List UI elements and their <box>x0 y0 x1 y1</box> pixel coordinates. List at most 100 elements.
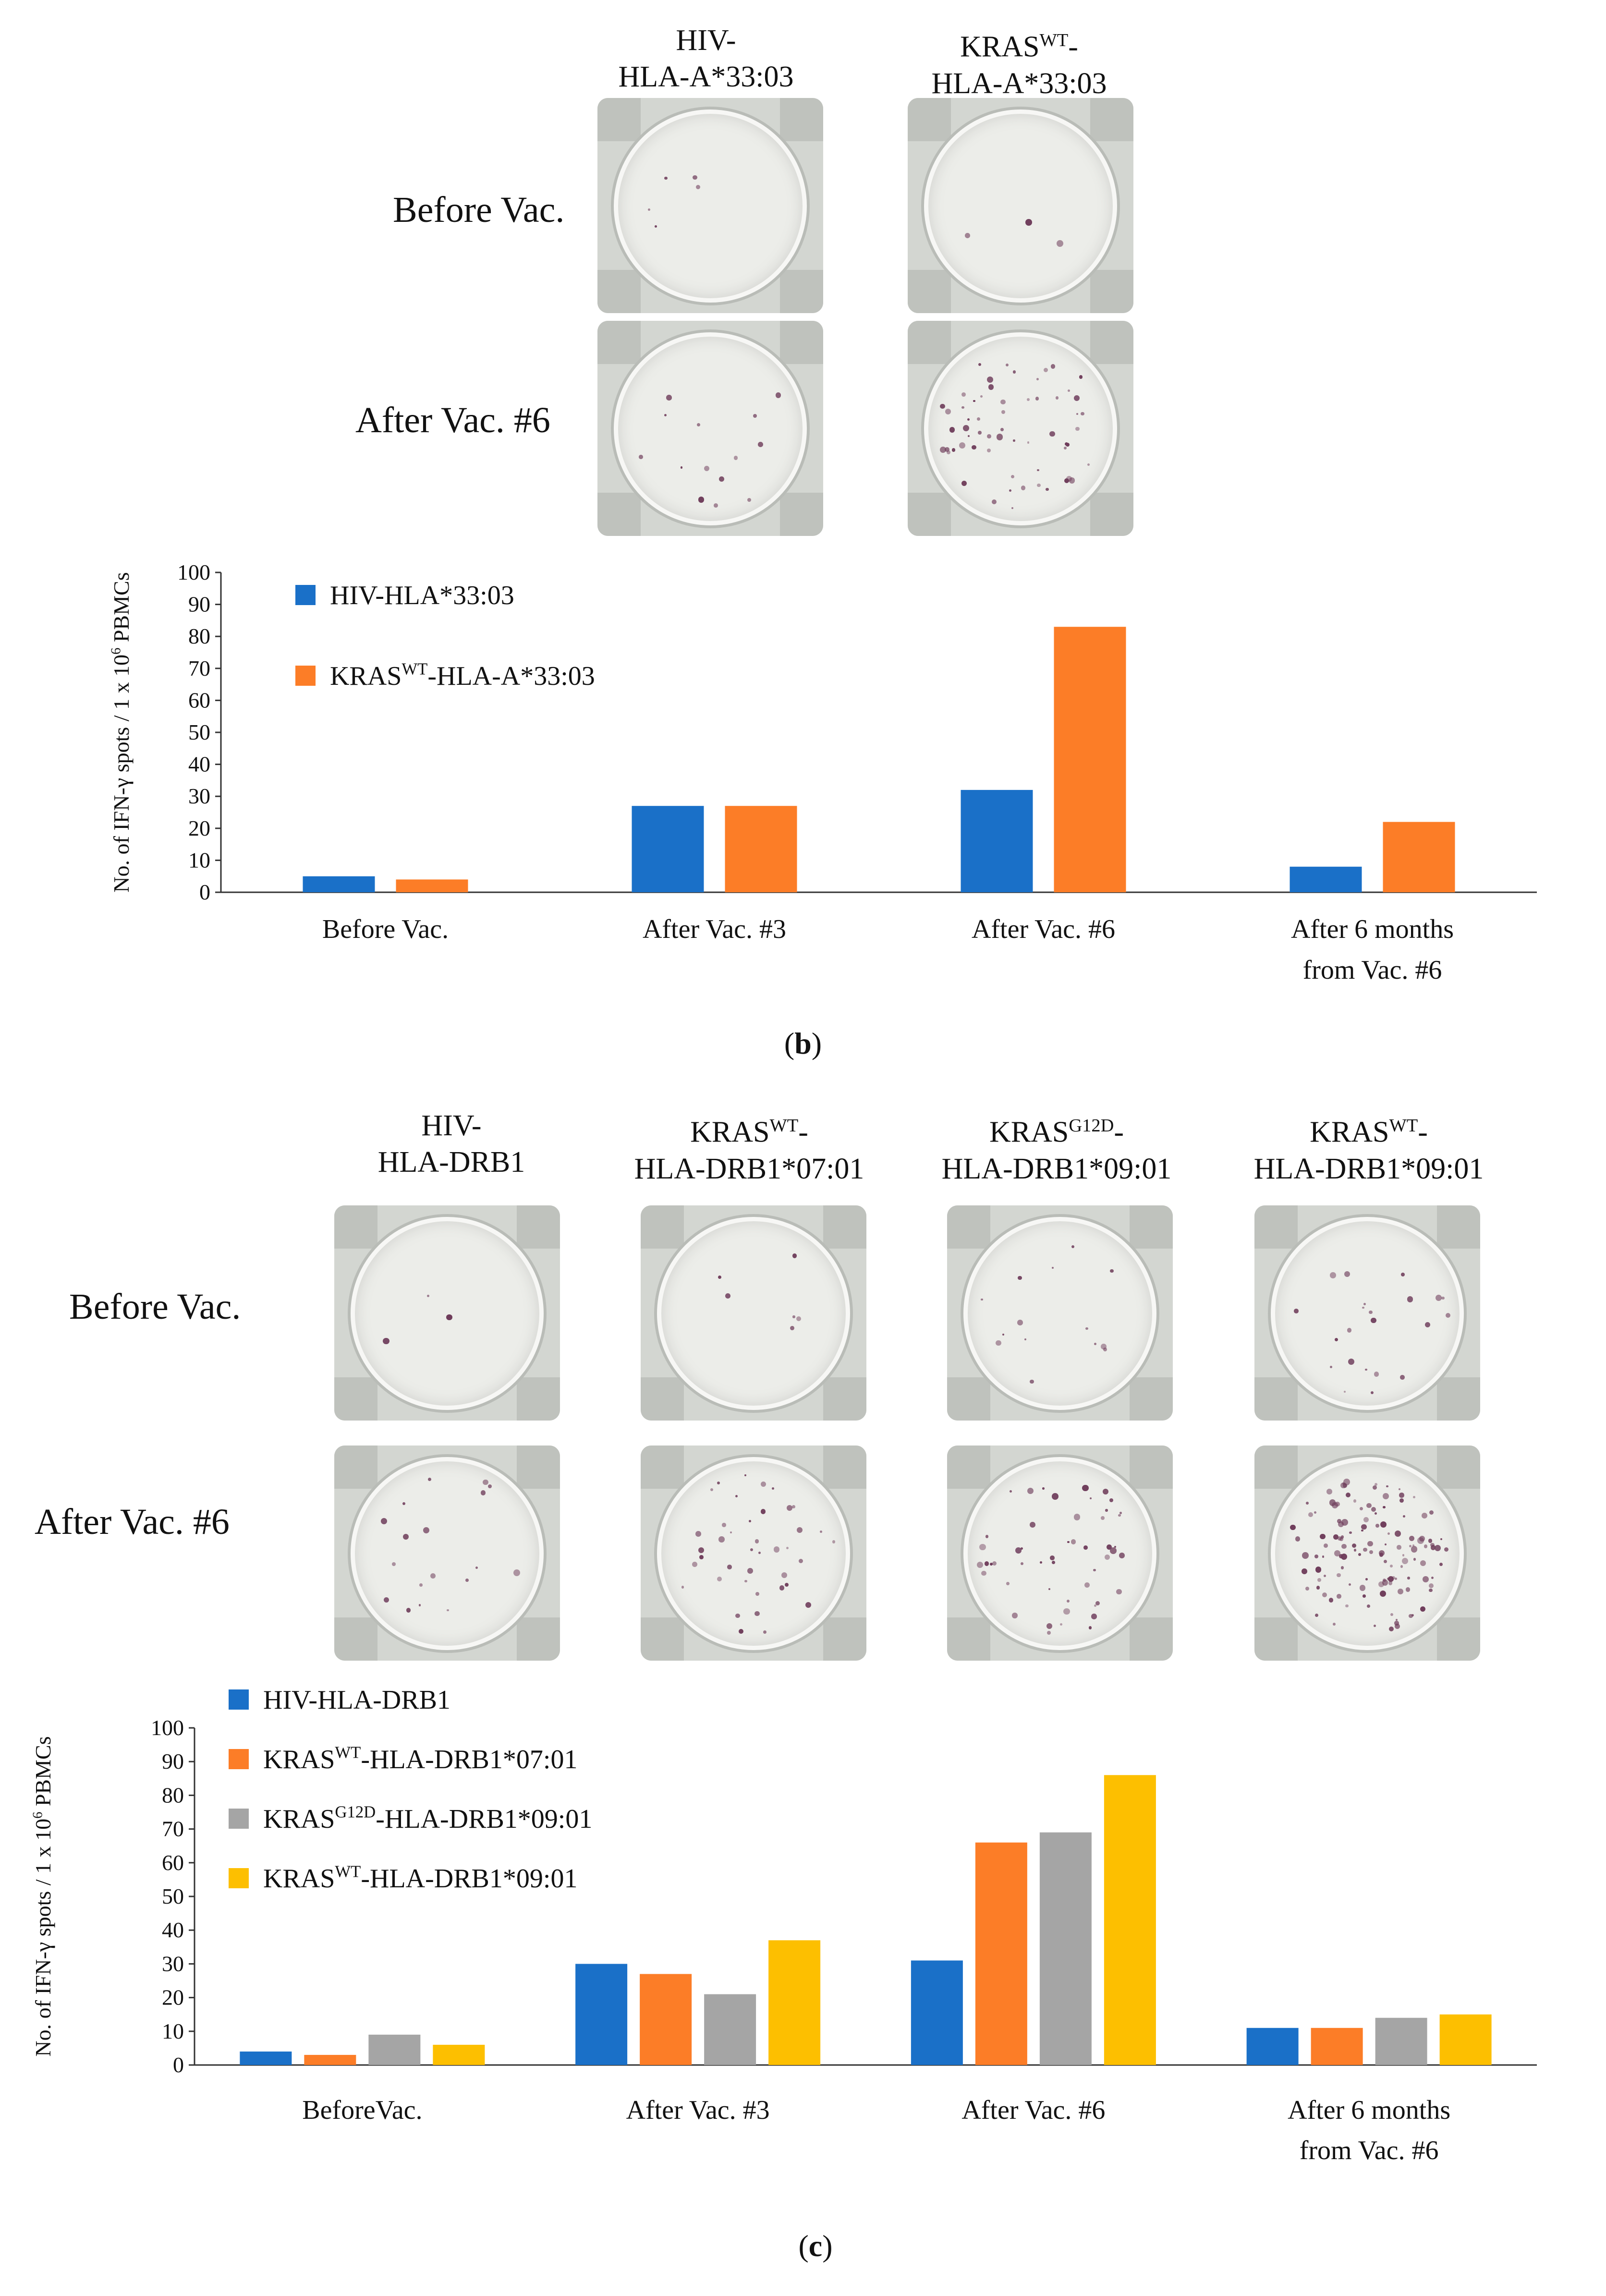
elispot-well-image <box>597 98 823 313</box>
elispot-spot <box>1027 441 1030 444</box>
elispot-spot <box>1395 1578 1398 1580</box>
elispot-spot <box>1333 1623 1336 1626</box>
elispot-spot <box>1024 1338 1026 1341</box>
elispot-spot <box>1387 1576 1394 1582</box>
bar <box>975 1842 1027 2065</box>
elispot-spot <box>753 413 757 418</box>
elispot-spot <box>1409 1544 1411 1547</box>
y-tick-label: 0 <box>199 880 210 904</box>
column-header: HIV- HLA-A*33:03 <box>596 22 816 95</box>
legend-swatch <box>229 1868 249 1888</box>
column-header: KRASWT- HLA-DRB1*07:01 <box>600 1107 898 1187</box>
elispot-spot <box>1358 1553 1361 1556</box>
elispot-spot <box>406 1608 411 1613</box>
well-corner <box>1090 321 1133 364</box>
x-category-label: Before Vac. <box>322 914 449 944</box>
elispot-spot <box>1101 1516 1105 1520</box>
elispot-spot <box>1434 1544 1441 1552</box>
elispot-spot <box>419 1583 423 1587</box>
elispot-spot <box>725 1293 731 1299</box>
well-corner <box>1437 1446 1480 1489</box>
y-tick-label: 60 <box>188 688 210 712</box>
elispot-spot <box>791 1505 795 1508</box>
elispot-spot <box>1390 1565 1393 1567</box>
elispot-spot <box>1390 1613 1394 1616</box>
elispot-spot <box>1339 1537 1343 1542</box>
elispot-spot <box>698 1547 704 1554</box>
elispot-spot <box>1349 1531 1352 1534</box>
elispot-spot <box>695 1531 701 1537</box>
elispot-spot <box>940 403 945 409</box>
elispot-spot <box>1394 1530 1401 1537</box>
elispot-spot <box>786 1505 792 1511</box>
elispot-spot <box>1057 240 1063 247</box>
elispot-spot <box>1089 1497 1092 1499</box>
elispot-spot <box>976 417 981 421</box>
well-corner <box>641 1377 684 1421</box>
x-category-label: After Vac. #6 <box>972 914 1115 944</box>
elispot-spot <box>738 1628 743 1634</box>
elispot-spot <box>1373 1624 1376 1628</box>
well-corner <box>597 270 641 313</box>
elispot-spot <box>1348 1583 1351 1586</box>
elispot-spot <box>961 406 964 409</box>
elispot-spot <box>1075 426 1080 431</box>
elispot-spot <box>1334 1550 1341 1557</box>
column-header: HIV- HLA-DRB1 <box>336 1107 567 1180</box>
elispot-spot <box>1109 1498 1114 1503</box>
elispot-spot <box>1361 1524 1367 1530</box>
elispot-spot <box>733 456 738 460</box>
well-corner <box>823 1446 866 1489</box>
elispot-spot <box>1411 1614 1414 1616</box>
elispot-spot <box>1337 1519 1341 1523</box>
elispot-spot <box>1060 1623 1063 1626</box>
elispot-spot <box>1386 1485 1388 1488</box>
elispot-spot <box>1110 1547 1117 1554</box>
y-tick-label: 20 <box>188 816 210 840</box>
elispot-spot <box>1378 1581 1385 1587</box>
column-header-line2: HLA-DRB1*09:01 <box>941 1152 1172 1185</box>
elispot-spot <box>1444 1547 1448 1552</box>
y-tick-label: 30 <box>188 784 210 808</box>
elispot-spot <box>1000 399 1006 405</box>
elispot-spot <box>1315 1567 1322 1573</box>
panel-label-close: ) <box>811 1026 822 1060</box>
elispot-spot <box>1317 1578 1321 1582</box>
elispot-spot <box>949 427 955 433</box>
y-tick-label: 70 <box>162 1817 184 1841</box>
elispot-well-image <box>334 1205 560 1421</box>
row-label: After Vac. #6 <box>35 1502 230 1542</box>
column-header-sup: WT <box>1389 1116 1418 1136</box>
elispot-spot <box>1441 1296 1445 1300</box>
elispot-spot <box>1106 1544 1112 1550</box>
elispot-spot <box>959 442 965 449</box>
y-tick-label: 100 <box>151 1715 184 1740</box>
well-corner <box>1090 98 1133 141</box>
column-header-tail: - <box>1418 1116 1428 1149</box>
well-corner <box>1130 1446 1173 1489</box>
elispot-spot <box>987 434 991 439</box>
elispot-spot <box>447 1609 449 1612</box>
column-header-base: KRAS <box>960 30 1040 63</box>
well-corner <box>334 1617 377 1661</box>
legend-swatch <box>295 666 316 686</box>
column-header-line2: HLA-DRB1*09:01 <box>1253 1152 1484 1185</box>
elispot-spot <box>1093 1568 1096 1572</box>
elispot-spot <box>1105 1554 1110 1560</box>
legend-label-tail: -HLA-DRB1*07:01 <box>361 1745 577 1774</box>
row-label: After Vac. #6 <box>355 400 550 440</box>
elispot-spot <box>1010 474 1015 479</box>
well-corner <box>1254 1205 1298 1249</box>
well-corner <box>641 1617 684 1661</box>
elispot-spot <box>979 1543 986 1551</box>
elispot-spot <box>381 1518 388 1525</box>
y-axis-label-sup: 6 <box>109 648 124 655</box>
elispot-spot <box>1383 1559 1387 1564</box>
elispot-spot <box>1351 1543 1356 1548</box>
well-corner <box>908 493 951 536</box>
elispot-spot <box>1102 1488 1108 1494</box>
elispot-spot <box>714 503 718 508</box>
elispot-spot <box>1069 477 1075 484</box>
elispot-spot <box>1305 1502 1309 1505</box>
elispot-well-image <box>908 321 1133 536</box>
